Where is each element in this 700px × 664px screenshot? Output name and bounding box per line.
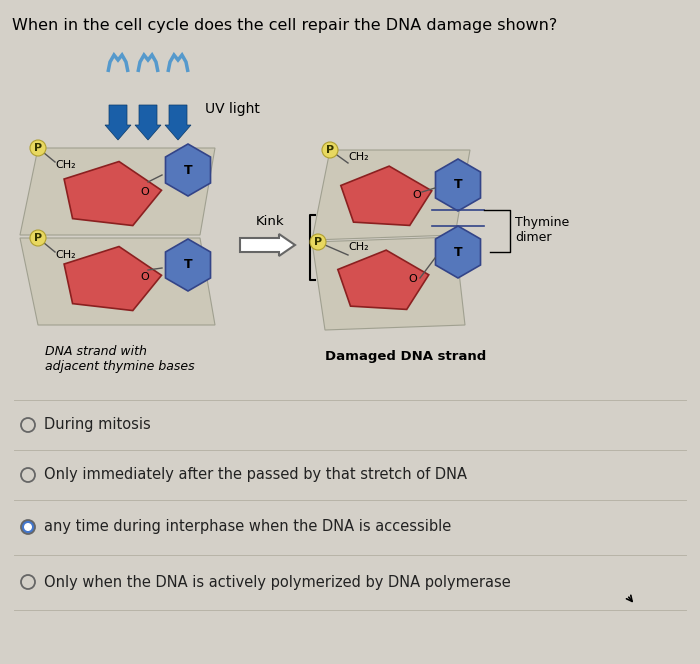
- Polygon shape: [435, 226, 480, 278]
- Text: DNA strand with: DNA strand with: [45, 345, 147, 358]
- Polygon shape: [20, 238, 215, 325]
- Text: P: P: [34, 143, 42, 153]
- Text: adjacent thymine bases: adjacent thymine bases: [45, 360, 195, 373]
- Polygon shape: [20, 148, 215, 235]
- Text: O: O: [140, 272, 148, 282]
- Text: Only immediately after the passed by that stretch of DNA: Only immediately after the passed by tha…: [44, 467, 467, 483]
- Text: O: O: [140, 187, 148, 197]
- Circle shape: [21, 520, 35, 534]
- Text: P: P: [326, 145, 334, 155]
- Polygon shape: [165, 144, 211, 196]
- Text: CH₂: CH₂: [55, 250, 76, 260]
- Text: P: P: [314, 237, 322, 247]
- Text: UV light: UV light: [205, 102, 260, 116]
- Text: T: T: [454, 246, 462, 258]
- Text: T: T: [454, 179, 462, 191]
- Circle shape: [24, 523, 32, 531]
- Text: T: T: [183, 258, 192, 272]
- Polygon shape: [64, 161, 162, 226]
- Text: CH₂: CH₂: [348, 152, 369, 162]
- Polygon shape: [338, 250, 429, 309]
- Polygon shape: [312, 150, 470, 240]
- Polygon shape: [64, 246, 162, 311]
- Text: P: P: [34, 233, 42, 243]
- Text: When in the cell cycle does the cell repair the DNA damage shown?: When in the cell cycle does the cell rep…: [12, 18, 557, 33]
- FancyArrow shape: [240, 234, 295, 256]
- Text: Thymine
dimer: Thymine dimer: [515, 216, 569, 244]
- Circle shape: [310, 234, 326, 250]
- Text: O: O: [412, 190, 421, 200]
- Polygon shape: [312, 237, 465, 330]
- Text: O: O: [408, 274, 416, 284]
- FancyArrow shape: [165, 105, 191, 140]
- Polygon shape: [165, 239, 211, 291]
- FancyArrow shape: [135, 105, 161, 140]
- Polygon shape: [435, 159, 480, 211]
- Text: During mitosis: During mitosis: [44, 418, 150, 432]
- Circle shape: [30, 230, 46, 246]
- FancyArrow shape: [105, 105, 131, 140]
- Text: CH₂: CH₂: [348, 242, 369, 252]
- Text: Damaged DNA strand: Damaged DNA strand: [325, 350, 486, 363]
- Polygon shape: [341, 166, 432, 226]
- Text: Kink: Kink: [256, 215, 284, 228]
- Circle shape: [30, 140, 46, 156]
- Text: any time during interphase when the DNA is accessible: any time during interphase when the DNA …: [44, 519, 452, 535]
- Circle shape: [322, 142, 338, 158]
- Text: Only when the DNA is actively polymerized by DNA polymerase: Only when the DNA is actively polymerize…: [44, 574, 511, 590]
- Text: T: T: [183, 163, 192, 177]
- Text: CH₂: CH₂: [55, 160, 76, 170]
